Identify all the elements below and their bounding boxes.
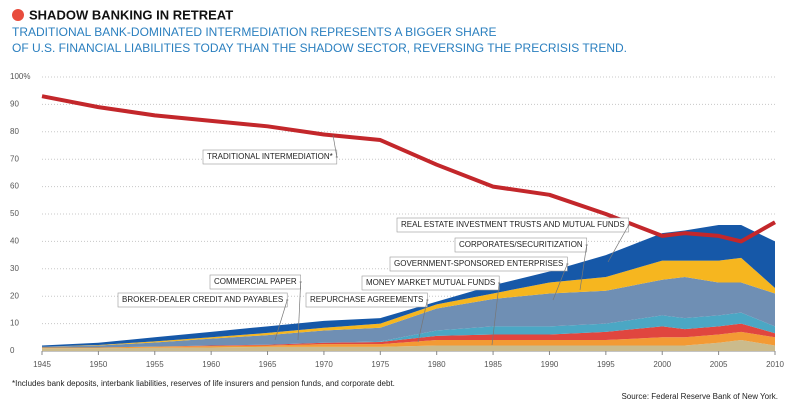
y-tick-label: 40 [10, 237, 19, 246]
area [42, 340, 775, 351]
leader-line [332, 134, 338, 158]
series-label: BROKER-DEALER CREDIT AND PAYABLES [122, 295, 283, 304]
leader-line [491, 282, 500, 346]
x-tick-label: 1980 [428, 360, 446, 369]
y-tick-label: 90 [10, 100, 19, 109]
x-tick-label: 1960 [202, 360, 220, 369]
y-tick-label: 70 [10, 154, 19, 163]
area [42, 323, 775, 348]
x-tick-label: 1965 [259, 360, 277, 369]
x-tick-label: 2000 [653, 360, 671, 369]
subtitle-line: TRADITIONAL BANK-DOMINATED INTERMEDIATIO… [12, 25, 497, 39]
y-tick-label: 0 [10, 346, 15, 355]
y-tick-label: 80 [10, 127, 19, 136]
series-label: COMMERCIAL PAPER [214, 277, 297, 286]
series-label: MONEY MARKET MUTUAL FUNDS [366, 278, 495, 287]
leader-line [552, 263, 568, 301]
x-tick-label: 1990 [541, 360, 559, 369]
x-tick-label: 2005 [710, 360, 728, 369]
area [42, 257, 775, 347]
x-tick-label: 1975 [371, 360, 389, 369]
source: Source: Federal Reserve Bank of New York… [621, 392, 778, 401]
y-tick-label: 20 [10, 291, 19, 300]
y-tick-label: 10 [10, 319, 19, 328]
area [42, 331, 775, 349]
x-tick-label: 1950 [89, 360, 107, 369]
line [41, 94, 776, 244]
x-tick-label: 1995 [597, 360, 615, 369]
series-label: REPURCHASE AGREEMENTS [310, 295, 423, 304]
title-dot [12, 9, 24, 21]
y-tick-label: 30 [10, 264, 19, 273]
series-label: TRADITIONAL INTERMEDIATION* [207, 152, 333, 161]
subtitle-line: OF U.S. FINANCIAL LIABILITIES TODAY THAN… [12, 41, 627, 55]
area [42, 224, 775, 347]
y-tick-label: 100% [10, 72, 30, 81]
leader-line [297, 281, 302, 341]
x-tick-label: 1985 [484, 360, 502, 369]
series-label: REAL ESTATE INVESTMENT TRUSTS AND MUTUAL… [401, 220, 625, 229]
area [42, 277, 775, 348]
x-tick-label: 1955 [146, 360, 164, 369]
leader-line [417, 299, 428, 343]
y-tick-label: 60 [10, 182, 19, 191]
x-tick-label: 1970 [315, 360, 333, 369]
chart-title: SHADOW BANKING IN RETREAT [29, 7, 233, 22]
series-label: CORPORATES/SECURITIZATION [459, 240, 583, 249]
x-tick-label: 1945 [33, 360, 51, 369]
x-tick-label: 2010 [766, 360, 784, 369]
leader-line [274, 299, 288, 341]
y-tick-label: 50 [10, 209, 19, 218]
leader-line [579, 244, 588, 291]
series-label: GOVERNMENT-SPONSORED ENTERPRISES [394, 259, 563, 268]
footnote: *Includes bank deposits, interbank liabi… [12, 379, 395, 388]
leader-line [607, 224, 630, 263]
